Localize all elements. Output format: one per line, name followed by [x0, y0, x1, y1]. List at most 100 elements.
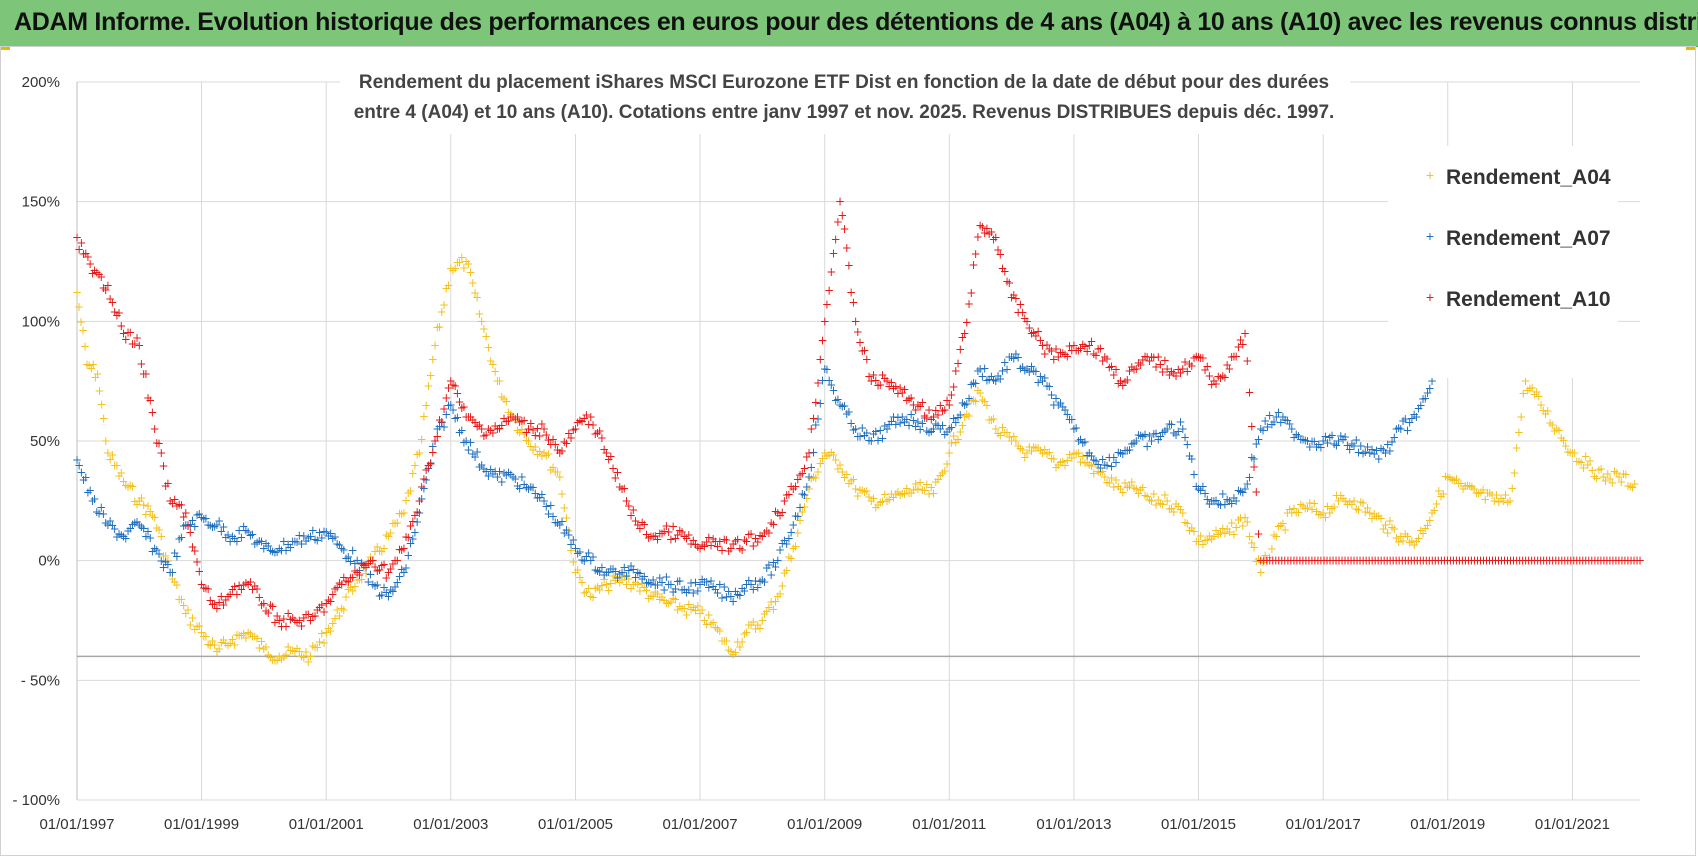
data-point: +	[575, 545, 585, 559]
data-point: +	[1062, 407, 1072, 421]
data-point: +	[568, 555, 578, 569]
data-point: +	[646, 589, 656, 603]
data-point: +	[401, 493, 411, 507]
data-point: +	[677, 602, 687, 616]
data-point: +	[163, 557, 173, 571]
data-point: +	[1236, 485, 1246, 499]
data-point: +	[599, 573, 609, 587]
data-point: +	[172, 550, 182, 564]
data-point: +	[675, 574, 685, 588]
data-point: +	[147, 405, 157, 419]
data-point: +	[139, 521, 149, 535]
data-point: +	[1471, 486, 1481, 500]
data-point: +	[1616, 475, 1626, 489]
data-point: +	[479, 462, 489, 476]
data-point: +	[128, 479, 138, 493]
data-point: +	[1285, 503, 1295, 517]
data-point: +	[277, 652, 287, 666]
data-point: +	[423, 461, 433, 475]
data-point: +	[1069, 422, 1079, 436]
data-point: +	[1051, 392, 1061, 406]
data-point: +	[664, 597, 674, 611]
data-point: +	[784, 532, 794, 546]
data-point: +	[826, 445, 836, 459]
data-point: +	[1140, 428, 1150, 442]
data-point: +	[90, 492, 100, 506]
data-point: +	[644, 592, 654, 606]
data-point: +	[530, 487, 540, 501]
data-point: +	[337, 602, 347, 616]
data-point: +	[1260, 414, 1270, 428]
data-point: +	[824, 284, 834, 298]
data-point: +	[688, 600, 698, 614]
data-point: +	[241, 523, 251, 537]
data-point: +	[986, 413, 996, 427]
data-point: +	[201, 630, 211, 644]
data-point: +	[782, 537, 792, 551]
data-point: +	[1367, 443, 1377, 457]
data-point: +	[319, 636, 329, 650]
data-point: +	[165, 494, 175, 508]
data-point: +	[290, 614, 300, 628]
data-point: +	[964, 392, 974, 406]
data-point: +	[1385, 514, 1395, 528]
data-point: +	[1091, 454, 1101, 468]
data-point: +	[949, 380, 959, 394]
data-point: +	[239, 520, 249, 534]
data-point: +	[946, 436, 956, 450]
data-point: +	[613, 570, 623, 584]
data-point: +	[719, 634, 729, 648]
data-point: +	[655, 592, 665, 606]
data-point: +	[1182, 437, 1192, 451]
chart-svg: 200%150%100%50%0%- 50%- 100% 01/01/1997 0…	[12, 62, 1645, 833]
data-point: +	[348, 584, 358, 598]
data-point: +	[544, 447, 554, 461]
data-point: +	[394, 507, 404, 521]
data-point: +	[613, 465, 623, 479]
y-tick-label: 100%	[22, 313, 60, 330]
data-point: +	[1316, 508, 1326, 522]
data-point: +	[1443, 470, 1453, 484]
data-point: +	[414, 446, 424, 460]
data-point: +	[1360, 505, 1370, 519]
data-point: +	[564, 528, 574, 542]
data-point: +	[297, 649, 307, 663]
data-point: +	[871, 501, 881, 515]
data-point: +	[773, 554, 783, 568]
data-point: +	[328, 616, 338, 630]
data-point: +	[1396, 530, 1406, 544]
data-point: +	[922, 478, 932, 492]
data-point: +	[735, 588, 745, 602]
data-point: +	[573, 547, 583, 561]
data-point: +	[85, 257, 95, 271]
data-point: +	[748, 615, 758, 629]
data-point: +	[432, 320, 442, 334]
data-point: +	[306, 614, 316, 628]
data-point: +	[653, 587, 663, 601]
data-point: +	[715, 578, 725, 592]
data-point: +	[1289, 501, 1299, 515]
data-point: +	[570, 566, 580, 580]
data-point: +	[995, 372, 1005, 386]
data-point: +	[1109, 480, 1119, 494]
data-point: +	[1411, 410, 1421, 424]
data-point: +	[579, 586, 589, 600]
data-point: +	[998, 420, 1008, 434]
data-point: +	[1478, 483, 1488, 497]
data-point: +	[219, 598, 229, 612]
data-point: +	[848, 423, 858, 437]
data-point: +	[1387, 435, 1397, 449]
data-point: +	[521, 481, 531, 495]
data-point: +	[245, 575, 255, 589]
data-point: +	[615, 567, 625, 581]
data-point: +	[377, 545, 387, 559]
data-point: +	[345, 571, 355, 585]
data-point: +	[1002, 363, 1012, 377]
data-point: +	[517, 423, 527, 437]
data-point: +	[1087, 459, 1097, 473]
data-point: +	[966, 393, 976, 407]
data-point: +	[1015, 441, 1025, 455]
data-point: +	[784, 550, 794, 564]
data-point: +	[1020, 363, 1030, 377]
data-point: +	[107, 519, 117, 533]
